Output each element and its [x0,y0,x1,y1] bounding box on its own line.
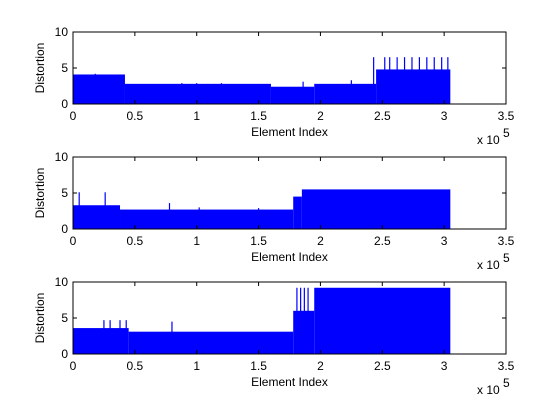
data-segment [293,197,302,229]
data-segment [125,84,271,104]
data-segment [129,332,294,354]
x-tick-label: 3.5 [498,234,515,248]
x-multiplier-exponent: 5 [503,251,510,265]
x-multiplier-base: x 10 [477,258,500,272]
x-multiplier-base: x 10 [477,383,500,397]
x-axis-label: Element Index [251,250,328,264]
x-tick-label: 3 [441,359,448,373]
data-segment [376,69,450,104]
data-segment [302,189,450,229]
x-multiplier: x 10 5 [477,376,510,397]
x-tick-label: 1 [193,234,200,248]
y-tick-label: 5 [61,61,68,75]
x-tick-label: 0.5 [127,109,144,123]
data-segment [314,288,450,354]
x-tick-label: 2.5 [374,109,391,123]
x-axis-label: Element Index [251,125,328,139]
y-tick-label: 10 [55,25,69,39]
x-tick-label: 2 [317,109,324,123]
subplot-1: 0 0.5 1 1.5 2 2.5 3 3.5 0 5 10 Element Index Distort… [33,25,515,147]
x-tick-label: 1.5 [250,109,267,123]
x-multiplier: x 10 5 [477,126,510,147]
x-tick-label: 1 [193,109,200,123]
x-tick-label: 0.5 [127,359,144,373]
y-tick-label: 5 [61,186,68,200]
x-tick-label: 0.5 [127,234,144,248]
x-tick-label: 3 [441,109,448,123]
x-multiplier-exponent: 5 [503,376,510,390]
y-axis-label: Distortion [33,168,47,219]
x-multiplier-exponent: 5 [503,126,510,140]
data-segment [73,74,125,104]
x-tick-label: 0 [70,109,77,123]
x-multiplier: x 10 5 [477,251,510,272]
x-tick-label: 3 [441,234,448,248]
x-tick-label: 2 [317,359,324,373]
subplot-3: 0 0.5 1 1.5 2 2.5 3 3.5 0 5 10 Element Index Distort… [33,275,515,397]
y-tick-label: 0 [61,222,68,236]
y-tick-label: 0 [61,347,68,361]
x-tick-label: 1.5 [250,234,267,248]
x-tick-label: 0 [70,359,77,373]
x-tick-label: 2.5 [374,359,391,373]
y-tick-label: 10 [55,150,69,164]
x-tick-label: 2.5 [374,234,391,248]
data-segment [120,210,293,229]
data-segment [73,205,120,229]
x-multiplier-base: x 10 [477,133,500,147]
subplot-2: 0 0.5 1 1.5 2 2.5 3 3.5 0 5 10 Element Index Distort… [33,150,515,272]
x-tick-label: 3.5 [498,359,515,373]
x-tick-label: 1.5 [250,359,267,373]
data-segment [271,87,314,104]
y-tick-label: 5 [61,311,68,325]
x-tick-label: 0 [70,234,77,248]
y-axis-label: Distortion [33,293,47,344]
y-axis-label: Distortion [33,43,47,94]
data-segment [314,84,376,104]
x-axis-label: Element Index [251,375,328,389]
x-tick-label: 3.5 [498,109,515,123]
x-tick-label: 1 [193,359,200,373]
x-tick-label: 2 [317,234,324,248]
y-tick-label: 0 [61,97,68,111]
y-tick-label: 10 [55,275,69,289]
